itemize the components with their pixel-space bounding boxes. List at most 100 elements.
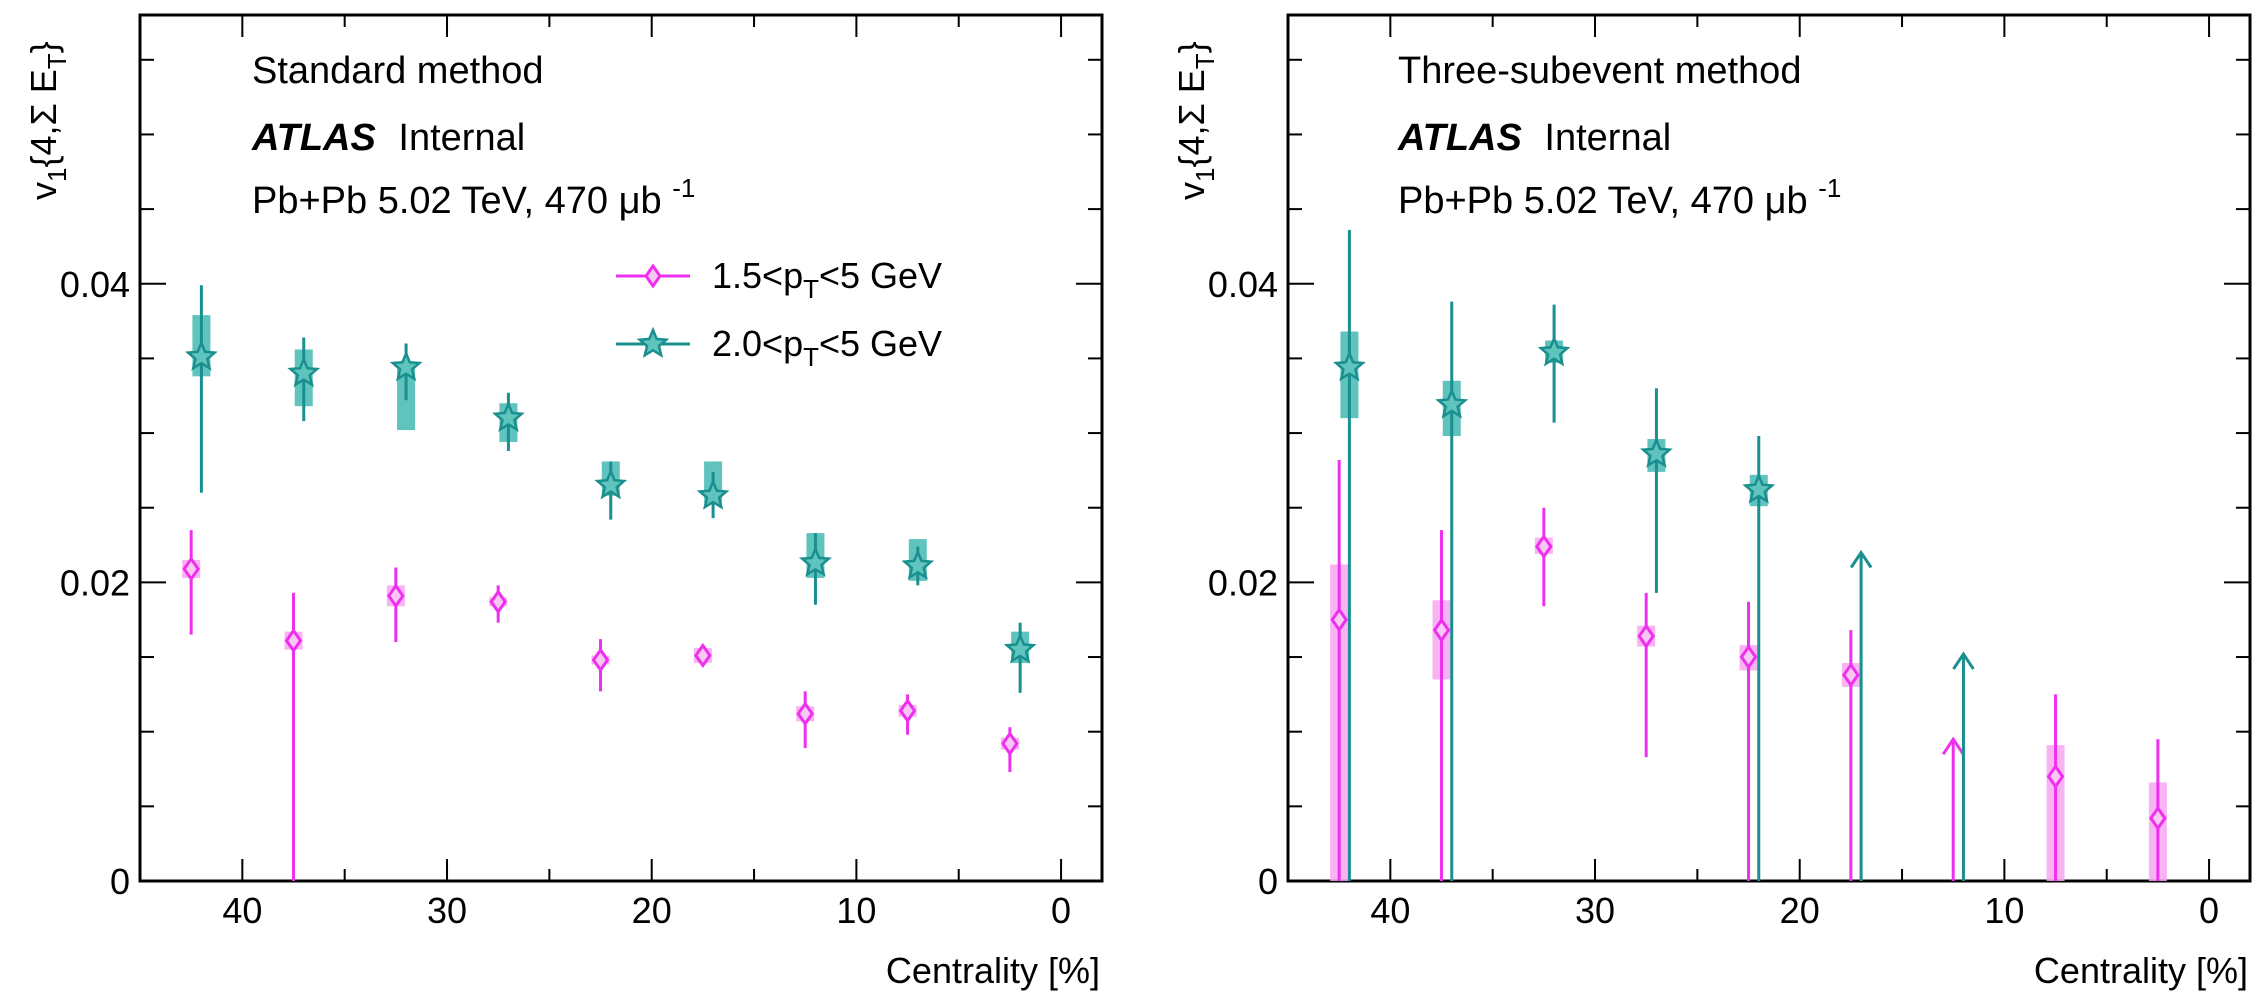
right-y-title-main: v (1171, 182, 1212, 200)
left-method-title: Standard method (252, 50, 544, 92)
upper-limit-arrow (1941, 736, 1965, 755)
left-ytick-label: 0.02 (60, 562, 130, 603)
right-dataset-label-line: Pb+Pb 5.02 TeV, 470 μb -1 (1398, 173, 1841, 222)
right-diamond-point (1330, 459, 1349, 881)
legend-star-marker (636, 326, 670, 358)
legend-entry-teal-label: 2.0<pT<5 GeV (712, 323, 942, 372)
right-diamond-point (1739, 601, 1758, 881)
diamond-marker (182, 556, 201, 582)
left-y-title-main: v (23, 182, 64, 200)
left-data-layer (182, 285, 1037, 881)
diamond-marker (796, 701, 815, 727)
diamond-marker (2149, 805, 2167, 831)
left-atlas-label: ATLAS (251, 117, 376, 159)
right-y-title-rest: {4,Σ E (1171, 69, 1212, 167)
left-diamond-point (182, 530, 201, 635)
right-dataset-exponent: -1 (1818, 173, 1841, 203)
left-diamond-point (284, 592, 303, 881)
left-axis-ticks: 40 30 20 10 0 0 0.02 0.04 (60, 15, 1102, 931)
right-y-title-sub2: T (1190, 53, 1220, 69)
left-annotations: Standard method ATLAS Internal Pb+Pb 5.0… (251, 50, 695, 222)
legend: 1.5<pT<5 GeV 2.0<pT<5 GeV (616, 255, 942, 372)
diamond-marker (1637, 623, 1656, 649)
right-diamond-point (1637, 592, 1656, 758)
left-star-point (389, 343, 423, 431)
legend-entry-0-pre: 1.5<p (712, 255, 803, 296)
right-annotations: Three-subevent method ATLAS Internal Pb+… (1397, 50, 1841, 222)
left-star-point (1003, 622, 1037, 693)
left-y-title-rest: {4,Σ E (23, 69, 64, 167)
left-star-point (696, 461, 730, 519)
left-dataset-exponent: -1 (672, 173, 695, 203)
diamond-marker (1432, 617, 1451, 643)
right-star-point (1639, 388, 1673, 593)
left-ytick-label: 0 (110, 861, 130, 902)
left-star-point (287, 337, 321, 422)
diamond-marker (284, 627, 303, 654)
left-star-point (492, 392, 525, 451)
star-marker (287, 356, 321, 388)
right-method-title: Three-subevent method (1398, 50, 1801, 92)
left-dataset-label-line: Pb+Pb 5.02 TeV, 470 μb -1 (252, 173, 695, 222)
left-diamond-point (796, 691, 815, 749)
right-ytick-label: 0 (1258, 861, 1278, 902)
right-diamond-point (1841, 630, 1860, 881)
left-panel: 40 30 20 10 0 0 0.02 0.04 Standard method ATLAS… (23, 13, 1104, 991)
star-marker (185, 339, 218, 371)
legend-diamond-shape (644, 263, 662, 289)
legend-entry-0-sub: T (803, 274, 819, 304)
star-marker (594, 468, 628, 500)
legend-entry-1-pre: 2.0<p (712, 323, 803, 364)
right-diamond-point (1534, 507, 1553, 607)
diamond-marker (898, 698, 917, 724)
star-marker (696, 478, 730, 510)
right-diamond-point (2148, 739, 2167, 881)
right-ytick-label: 0.02 (1208, 562, 1278, 603)
left-star-point (594, 461, 628, 520)
right-internal-label: Internal (1544, 117, 1671, 159)
right-xtick-label: 20 (1780, 890, 1820, 931)
star-marker (389, 350, 423, 382)
star-marker (1435, 387, 1469, 419)
left-internal-label: Internal (398, 117, 525, 159)
right-star-point (1435, 301, 1469, 881)
legend-entry-magenta-label: 1.5<pT<5 GeV (712, 255, 942, 304)
star-marker (901, 548, 935, 580)
left-xtick-label: 30 (427, 890, 467, 931)
star-marker (492, 400, 525, 433)
right-star-point (1952, 651, 1975, 881)
left-diamond-point (1000, 727, 1019, 773)
left-dataset-label: Pb+Pb 5.02 TeV, 470 μb (252, 180, 662, 222)
left-star-point (798, 533, 832, 605)
right-xtick-label: 10 (1984, 890, 2024, 931)
left-y-axis-title: v1{4,Σ ET} (23, 41, 72, 200)
left-plot-frame (138, 13, 1104, 883)
right-xtick-label: 40 (1370, 890, 1410, 931)
diamond-marker (1535, 533, 1553, 560)
right-plot-frame (1286, 13, 2252, 883)
right-ytick-label: 0.04 (1208, 264, 1278, 305)
left-atlas-label-line: ATLAS Internal (251, 117, 525, 159)
left-y-title-sub: 1 (42, 168, 72, 182)
left-x-axis-title: Centrality [%] (886, 950, 1100, 991)
legend-star-shape (636, 326, 670, 358)
right-dataset-label: Pb+Pb 5.02 TeV, 470 μb (1398, 180, 1808, 222)
right-y-title-end: } (1171, 41, 1212, 53)
right-diamond-point (1432, 530, 1451, 881)
left-star-point (901, 539, 935, 586)
diamond-marker (387, 583, 405, 609)
left-xtick-label: 20 (632, 890, 672, 931)
right-x-axis-title: Centrality [%] (2034, 950, 2248, 991)
diamond-marker (2046, 763, 2065, 790)
right-y-axis-title: v1{4,Σ ET} (1171, 41, 1220, 200)
diamond-marker (1842, 662, 1860, 688)
right-star-point (1849, 549, 1873, 881)
right-atlas-label: ATLAS (1397, 117, 1522, 159)
diamond-marker (489, 589, 508, 615)
right-star-point (1537, 304, 1571, 423)
star-marker (1332, 350, 1366, 382)
left-diamond-point (591, 639, 610, 692)
right-y-title-sub: 1 (1190, 168, 1220, 182)
upper-limit-arrow (1849, 549, 1873, 569)
left-diamond-point (489, 585, 508, 623)
